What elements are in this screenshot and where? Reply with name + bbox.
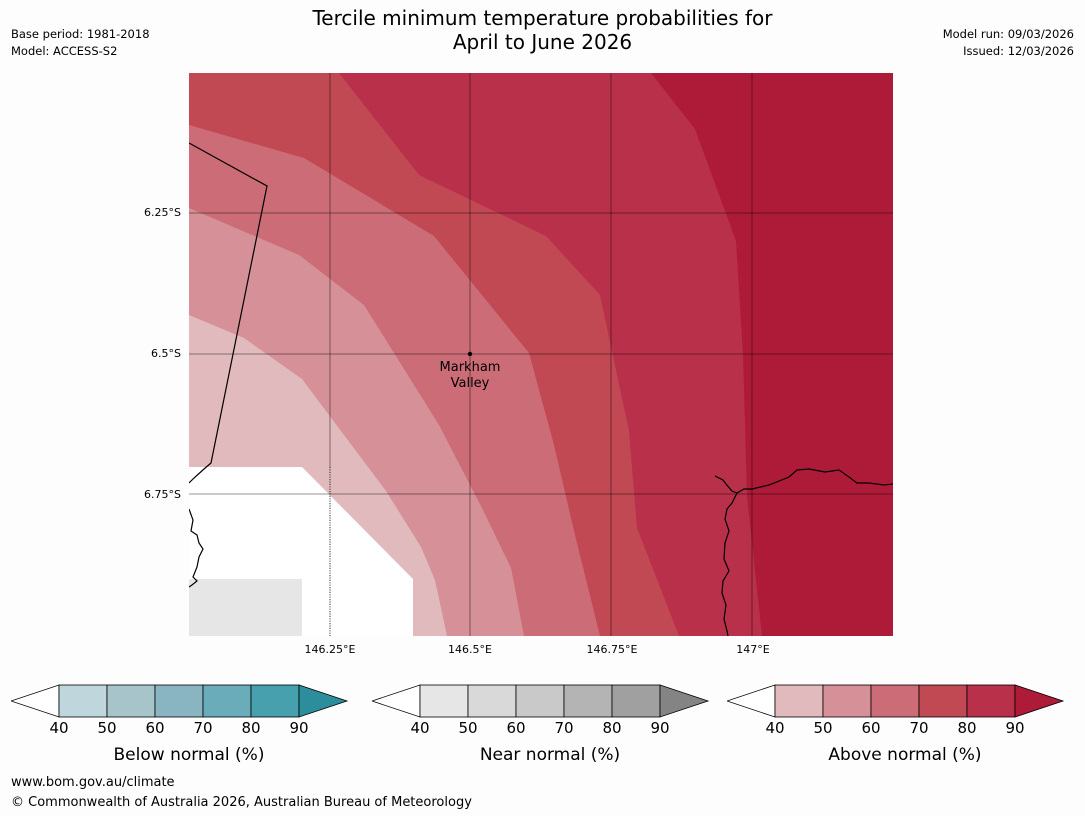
above-normal-lower-arrow <box>727 684 776 718</box>
near-normal-colorbar-cell <box>467 684 517 718</box>
issued-date: Issued: 12/03/2026 <box>963 44 1074 58</box>
footer-url: www.bom.gov.au/climate <box>11 775 175 790</box>
near-normal-tick-label: 40 <box>410 719 430 737</box>
lat-label-2: 6.5°S <box>151 347 181 360</box>
near-normal-lower-arrow <box>372 684 421 718</box>
lon-label-3: 146.75°E <box>586 643 638 656</box>
below-normal-tick-label: 60 <box>145 719 165 737</box>
lat-label-3: 6.75°S <box>144 488 181 501</box>
below-normal-colorbar-cell <box>154 684 204 718</box>
meta-right: Model run: 09/03/2026 Issued: 12/03/2026 <box>943 26 1074 60</box>
band-90-plus <box>651 73 893 636</box>
above-normal-tick-label: 80 <box>957 719 977 737</box>
near-normal-upper-arrow <box>659 684 710 718</box>
below-normal-upper-arrow <box>298 684 349 718</box>
above-normal-label: Above normal (%) <box>828 745 982 765</box>
below-normal-label: Below normal (%) <box>113 745 265 765</box>
below-normal-tick-label: 70 <box>193 719 213 737</box>
near-normal-label: Near normal (%) <box>479 745 621 765</box>
base-period: Base period: 1981-2018 <box>11 27 150 41</box>
above-normal-tick-label: 40 <box>765 719 785 737</box>
above-normal-tick-label: 50 <box>813 719 833 737</box>
below-normal-lower-arrow <box>11 684 60 718</box>
near-normal-area <box>189 579 302 636</box>
place-marker-dot <box>467 351 473 357</box>
above-normal-tick-label: 90 <box>1005 719 1025 737</box>
above-normal-upper-arrow <box>1014 684 1065 718</box>
below-normal-colorbar-cell <box>250 684 300 718</box>
above-normal-colorbar-cell <box>918 684 968 718</box>
near-normal-tick-label: 70 <box>554 719 574 737</box>
place-label-line-2: Valley <box>450 376 490 391</box>
lon-label-2: 146.5°E <box>448 643 492 656</box>
above-normal-colorbar-cell <box>822 684 872 718</box>
model-name: Model: ACCESS-S2 <box>11 44 118 58</box>
title-line-2: April to June 2026 <box>452 30 633 54</box>
near-normal-tick-label: 60 <box>506 719 526 737</box>
title-line-1: Tercile minimum temperature probabilitie… <box>312 6 773 30</box>
coastline <box>189 142 893 636</box>
above-normal-colorbar-cell <box>870 684 920 718</box>
model-run: Model run: 09/03/2026 <box>942 27 1074 41</box>
near-normal-colorbar-cell <box>611 684 661 718</box>
lat-label-1: 6.25°S <box>144 206 181 219</box>
below-normal-colorbar-cell <box>106 684 156 718</box>
probability-map <box>189 73 893 636</box>
below-normal-colorbar <box>11 684 349 718</box>
above-normal-tick-label: 60 <box>861 719 881 737</box>
near-normal-tick-label: 90 <box>650 719 670 737</box>
above-normal-colorbar <box>727 684 1065 718</box>
near-normal-colorbar-cell <box>563 684 613 718</box>
below-normal-colorbar-cell <box>58 684 108 718</box>
below-normal-tick-label: 80 <box>241 719 261 737</box>
near-normal-colorbar <box>372 684 710 718</box>
above-normal-tick-label: 70 <box>909 719 929 737</box>
place-label: Markham Valley <box>420 360 520 392</box>
near-normal-tick-label: 50 <box>458 719 478 737</box>
below-normal-tick-label: 40 <box>49 719 69 737</box>
below-normal-tick-label: 50 <box>97 719 117 737</box>
near-normal-colorbar-cell <box>515 684 565 718</box>
near-normal-tick-label: 80 <box>602 719 622 737</box>
below-normal-colorbar-cell <box>202 684 252 718</box>
lon-label-4: 147°E <box>736 643 770 656</box>
place-label-line-1: Markham <box>439 360 501 375</box>
above-normal-colorbar-cell <box>774 684 824 718</box>
meta-left: Base period: 1981-2018 Model: ACCESS-S2 <box>11 26 150 60</box>
near-normal-colorbar-cell <box>419 684 469 718</box>
footer-copyright: © Commonwealth of Australia 2026, Austra… <box>11 795 472 810</box>
lon-label-1: 146.25°E <box>304 643 356 656</box>
page-title: Tercile minimum temperature probabilitie… <box>0 6 1085 54</box>
below-normal-tick-label: 90 <box>289 719 309 737</box>
above-normal-colorbar-cell <box>966 684 1016 718</box>
